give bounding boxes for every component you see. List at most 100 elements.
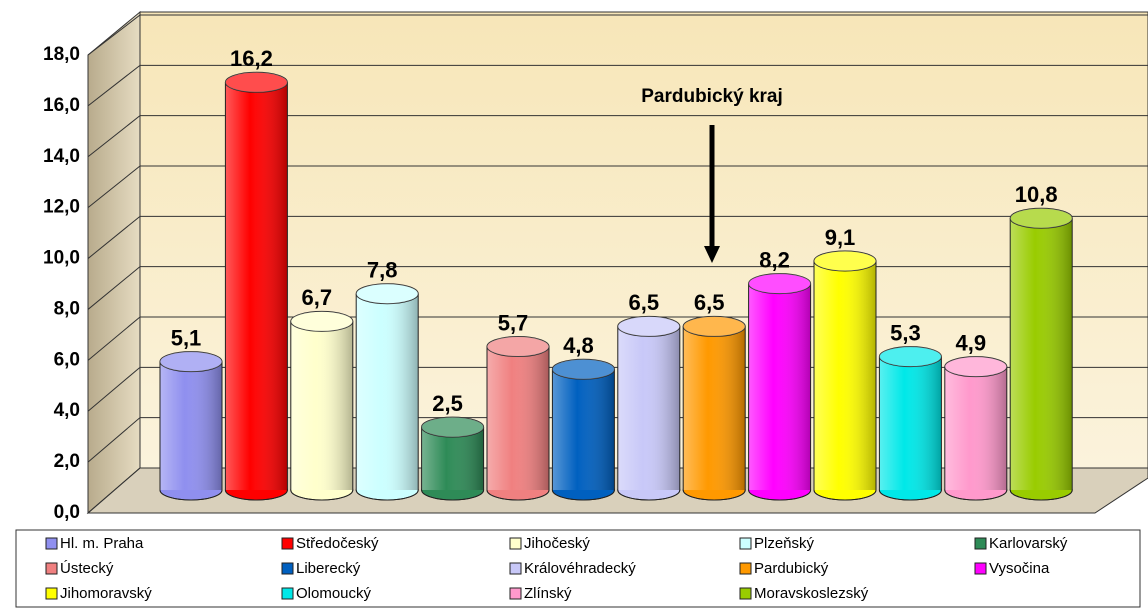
- bar-top: [486, 336, 550, 358]
- bar-top-light: [225, 72, 288, 93]
- legend-swatch: [739, 537, 752, 550]
- grid-line: [87, 316, 1148, 361]
- legend-swatch: [45, 562, 58, 575]
- bar-top-light: [683, 316, 746, 337]
- bar-shade: [487, 346, 549, 490]
- bar-shade: [225, 82, 288, 491]
- grid-line: [87, 417, 1148, 463]
- value-label: 10,8: [1015, 182, 1058, 207]
- grid-line: [87, 467, 1148, 514]
- bar-top: [748, 273, 812, 295]
- bar-shade: [814, 260, 876, 490]
- y-tick-label: 16,0: [43, 95, 80, 116]
- legend-label: Jihočeský: [524, 535, 590, 552]
- legend-swatch: [974, 537, 987, 550]
- grid-line: [87, 366, 1148, 412]
- legend-swatch: [509, 587, 522, 600]
- bar-shade: [944, 366, 1007, 490]
- annotation-arrowhead: [704, 246, 720, 263]
- legend-label: Ústecký: [60, 560, 114, 577]
- value-label: 16,2: [230, 46, 273, 71]
- legend-label: Hl. m. Praha: [60, 535, 144, 552]
- bar-outline: [878, 356, 942, 501]
- bar-top: [1009, 207, 1073, 229]
- bar-shade: [879, 356, 942, 490]
- bar-top-light: [944, 356, 1007, 377]
- bar-shade: [552, 369, 615, 490]
- side-wall: [87, 10, 141, 515]
- legend-swatch: [974, 562, 987, 575]
- bar-outline: [682, 326, 746, 501]
- grid-line: [87, 115, 1148, 158]
- value-label: 6,5: [629, 290, 660, 315]
- value-label: 5,1: [171, 325, 202, 350]
- bar-top-light: [814, 250, 876, 271]
- legend-label: Pardubický: [754, 560, 829, 577]
- legend-swatch: [509, 537, 522, 550]
- bar-top: [813, 250, 877, 272]
- legend-swatch: [739, 587, 752, 600]
- bar-top-light: [1010, 208, 1073, 229]
- value-label: 4,8: [563, 333, 594, 358]
- y-tick-label: 0,0: [54, 502, 80, 523]
- legend-swatch: [509, 562, 522, 575]
- value-label: 4,9: [956, 330, 987, 355]
- legend-swatch: [45, 587, 58, 600]
- bar-shade: [160, 361, 222, 490]
- legend-swatch: [281, 587, 294, 600]
- bar-shade: [617, 326, 680, 490]
- value-label: 9,1: [825, 225, 856, 250]
- bar-top-light: [748, 273, 811, 294]
- legend-label: Vysočina: [989, 560, 1050, 577]
- y-tick-label: 12,0: [43, 197, 80, 218]
- bar-top: [290, 310, 354, 332]
- bar-top: [355, 283, 419, 305]
- grid-line: [87, 266, 1148, 310]
- bar-top: [421, 416, 485, 438]
- bar-outline: [355, 293, 419, 501]
- value-label: 6,7: [302, 285, 333, 310]
- bar-outline: [224, 82, 288, 501]
- legend-label: Zlínský: [524, 585, 572, 602]
- bar-top-light: [487, 336, 549, 357]
- bar-outline: [944, 366, 1008, 501]
- bar-top: [878, 346, 942, 368]
- legend-label: Olomoucký: [296, 585, 372, 602]
- y-tick-label: 10,0: [43, 248, 80, 269]
- y-tick-label: 4,0: [54, 400, 80, 421]
- grid-line: [87, 14, 1148, 56]
- legend-label: Královéhradecký: [524, 560, 636, 577]
- value-label: 5,3: [890, 320, 921, 345]
- bar-outline: [421, 427, 485, 501]
- annotation: Pardubický kraj: [641, 86, 783, 107]
- bar-top: [617, 315, 681, 337]
- grid-line: [87, 165, 1148, 209]
- legend-swatch: [45, 537, 58, 550]
- value-label: 5,7: [498, 310, 529, 335]
- bar-top-light: [160, 351, 222, 372]
- bar-shade: [748, 283, 811, 490]
- grid-line: [87, 64, 1148, 107]
- y-tick-label: 14,0: [43, 146, 80, 167]
- legend-label: Moravskoslezský: [754, 585, 869, 602]
- bar-outline: [290, 321, 354, 501]
- bar-top-light: [552, 359, 615, 380]
- legend-label: Liberecký: [296, 560, 361, 577]
- y-tick-label: 2,0: [54, 451, 80, 472]
- legend-swatch: [739, 562, 752, 575]
- bar-top-light: [290, 311, 353, 332]
- bar-top-light: [421, 417, 484, 438]
- bar-shade: [683, 326, 746, 490]
- bar-top-light: [356, 283, 419, 304]
- bar-top: [682, 315, 746, 337]
- bar-top: [551, 358, 615, 380]
- bar-shade: [356, 293, 419, 490]
- bar-top-light: [617, 316, 680, 337]
- bar-outline: [748, 283, 812, 501]
- bar-outline: [159, 361, 223, 501]
- legend-label: Plzeňský: [754, 535, 815, 552]
- grid-line: [87, 215, 1148, 259]
- bar-shade: [290, 321, 353, 490]
- legend-swatch: [281, 562, 294, 575]
